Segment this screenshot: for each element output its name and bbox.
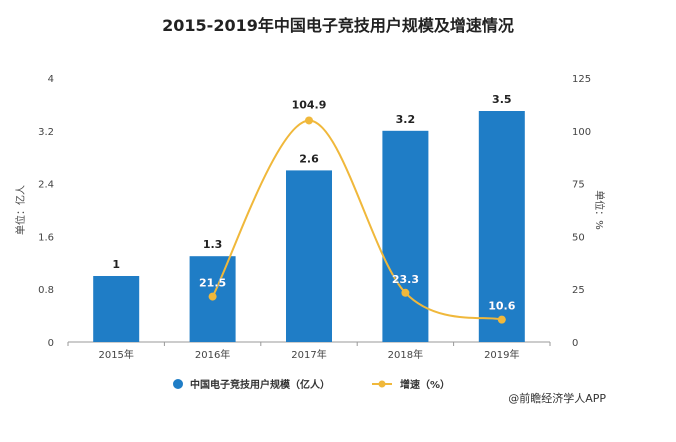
growth-point-3 — [401, 288, 410, 297]
x-tick-3: 2018年 — [388, 348, 423, 361]
legend-line-dot — [378, 380, 386, 388]
growth-line — [211, 119, 503, 321]
legend-bar-label: 中国电子竞技用户规模（亿人） — [190, 378, 330, 391]
bar-0 — [93, 276, 140, 342]
y-left-tick-0: 0 — [48, 338, 54, 349]
x-tick-4: 2019年 — [484, 348, 519, 361]
growth-label-3: 23.3 — [392, 273, 419, 286]
bar-label-3: 3.2 — [396, 113, 416, 126]
y-right-tick-5: 125 — [572, 74, 591, 85]
chart-title: 2015-2019年中国电子竞技用户规模及增速情况 — [162, 16, 514, 35]
y-right-tick-4: 100 — [572, 127, 591, 138]
growth-label-1: 21.5 — [199, 277, 226, 290]
bar-label-4: 3.5 — [492, 93, 512, 106]
bar-2 — [286, 170, 332, 342]
y-left-tick-4: 3.2 — [38, 127, 54, 138]
x-tick-2: 2017年 — [291, 348, 326, 361]
growth-point-4 — [497, 315, 506, 324]
y-right-tick-1: 25 — [572, 285, 585, 296]
y-left-tick-2: 1.6 — [38, 232, 54, 243]
bar-4 — [478, 111, 525, 342]
y-left-tick-5: 4 — [48, 74, 54, 85]
growth-label-2: 104.9 — [292, 98, 327, 111]
source-credit: @前瞻经济学人APP — [508, 392, 606, 405]
legend-line-label: 增速（%） — [400, 378, 450, 391]
y-right-tick-0: 0 — [572, 338, 578, 349]
y-right-tick-3: 75 — [572, 180, 585, 191]
x-tick-1: 2016年 — [195, 348, 230, 361]
bar-3 — [382, 130, 429, 342]
bar-label-0: 1 — [112, 258, 120, 271]
y-right-tick-2: 50 — [572, 232, 585, 243]
bar-label-2: 2.6 — [299, 152, 319, 165]
y-left-tick-1: 0.8 — [38, 285, 54, 296]
growth-label-4: 10.6 — [488, 300, 515, 313]
y-right-label: 单位：% — [593, 190, 606, 230]
growth-point-2 — [305, 116, 313, 125]
growth-point-1 — [208, 292, 217, 301]
bar-label-1: 1.3 — [203, 238, 223, 251]
legend-bar-swatch — [173, 379, 183, 389]
x-tick-0: 2015年 — [98, 348, 133, 361]
y-left-tick-3: 2.4 — [38, 180, 54, 191]
y-left-label: 单位：亿人 — [14, 185, 27, 235]
